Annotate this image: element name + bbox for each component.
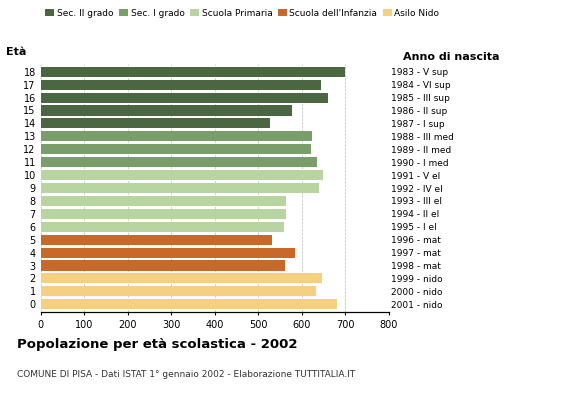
Bar [41, 92, 328, 103]
Bar [41, 273, 322, 284]
Bar [41, 260, 285, 270]
Bar [41, 299, 337, 309]
Bar [41, 106, 292, 116]
Bar [41, 183, 319, 193]
Bar [41, 196, 285, 206]
Text: Età: Età [6, 46, 26, 56]
Bar [41, 118, 270, 128]
Bar [41, 286, 316, 296]
Legend: Sec. II grado, Sec. I grado, Scuola Primaria, Scuola dell'Infanzia, Asilo Nido: Sec. II grado, Sec. I grado, Scuola Prim… [45, 8, 440, 18]
Bar [41, 131, 313, 141]
Bar [41, 235, 273, 245]
Bar [41, 248, 295, 258]
Bar [41, 144, 311, 154]
Text: Anno di nascita: Anno di nascita [403, 52, 499, 62]
Bar [41, 170, 323, 180]
Bar [41, 67, 345, 77]
Bar [41, 222, 284, 232]
Bar [41, 157, 317, 167]
Text: COMUNE DI PISA - Dati ISTAT 1° gennaio 2002 - Elaborazione TUTTITALIA.IT: COMUNE DI PISA - Dati ISTAT 1° gennaio 2… [17, 370, 356, 379]
Bar [41, 209, 285, 219]
Text: Popolazione per età scolastica - 2002: Popolazione per età scolastica - 2002 [17, 338, 298, 351]
Bar [41, 80, 321, 90]
